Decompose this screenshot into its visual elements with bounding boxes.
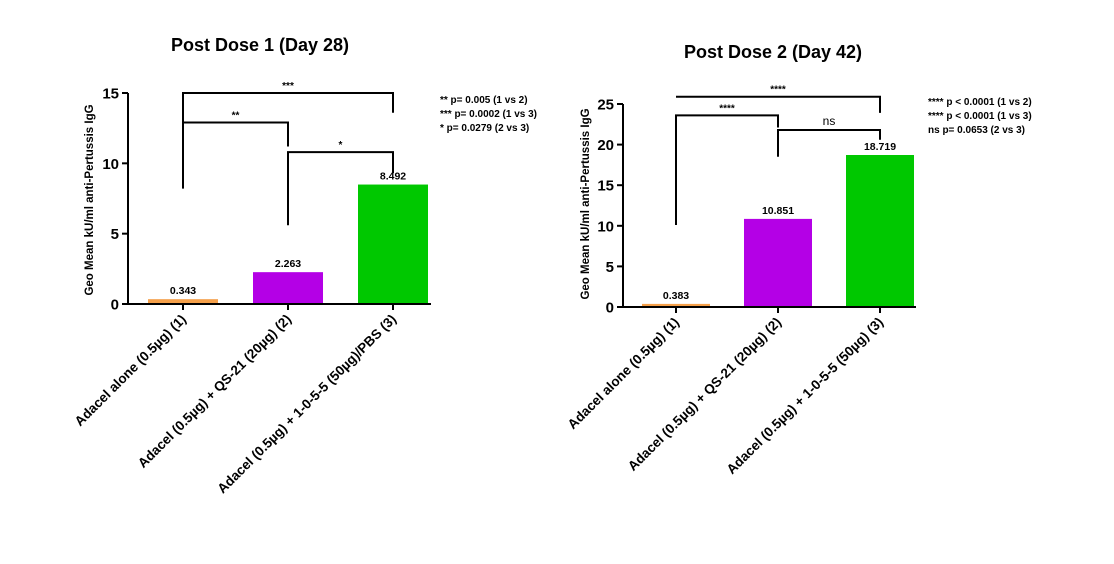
- chart-title: Post Dose 2 (Day 42): [684, 42, 862, 62]
- significance-label: **: [232, 111, 240, 122]
- significance-bracket: [777, 128, 881, 157]
- stat-note: *** p= 0.0002 (1 vs 3): [440, 109, 537, 120]
- y-tick-label: 0: [111, 297, 119, 314]
- significance-bracket: [287, 151, 394, 226]
- stat-note: **** p < 0.0001 (1 vs 3): [928, 111, 1032, 122]
- chart-title: Post Dose 1 (Day 28): [171, 35, 349, 55]
- x-tick-label: Adacel alone (0.5µg) (1): [72, 312, 189, 429]
- y-tick-label: 0: [606, 300, 614, 317]
- y-axis-label: Geo Mean kU/ml anti-Pertussis IgG: [84, 104, 96, 295]
- data-label: 8.492: [380, 171, 406, 183]
- significance-bracket: [183, 121, 289, 147]
- chart-post-dose-1: Post Dose 1 (Day 28) Geo Mean kU/ml anti…: [72, 35, 537, 496]
- bar: [148, 299, 218, 304]
- y-tick-label: 25: [597, 97, 614, 114]
- data-label: 18.719: [864, 141, 896, 153]
- bar: [846, 155, 914, 307]
- y-tick-label: 20: [597, 137, 614, 154]
- bar: [642, 303, 710, 307]
- significance-bracket: [675, 114, 779, 225]
- stat-note: ns p= 0.0653 (2 vs 3): [928, 125, 1025, 136]
- significance-label: ns: [823, 114, 836, 128]
- chart-post-dose-2: Post Dose 2 (Day 42) Geo Mean kU/ml anti…: [565, 42, 1032, 477]
- data-label: 0.383: [663, 290, 689, 302]
- y-tick-label: 15: [597, 178, 614, 195]
- y-tick-label: 10: [597, 218, 614, 235]
- y-tick-label: 10: [102, 156, 119, 173]
- significance-bracket: [182, 92, 394, 189]
- significance-label: *: [339, 140, 343, 151]
- data-label: 0.343: [170, 285, 196, 297]
- bar: [744, 218, 812, 307]
- significance-label: ***: [282, 81, 294, 92]
- y-tick-label: 15: [102, 86, 119, 103]
- y-tick-label: 5: [111, 226, 119, 243]
- y-tick-label: 5: [606, 259, 614, 276]
- significance-bracket: [676, 95, 881, 113]
- stat-note: ** p= 0.005 (1 vs 2): [440, 95, 528, 106]
- stat-note: * p= 0.0279 (2 vs 3): [440, 123, 529, 134]
- stat-note: **** p < 0.0001 (1 vs 2): [928, 97, 1032, 108]
- bar: [253, 272, 323, 304]
- y-axis-label: Geo Mean kU/ml anti-Pertussis IgG: [580, 108, 592, 299]
- data-label: 2.263: [275, 258, 301, 270]
- bar: [358, 184, 428, 304]
- x-tick-label: Adacel (0.5µg) + 1-0-5-5 (50µg)/PBS (3): [214, 312, 399, 497]
- significance-label: ****: [770, 85, 786, 96]
- data-label: 10.851: [762, 205, 794, 217]
- significance-label: ****: [719, 103, 735, 114]
- x-tick-label: Adacel alone (0.5µg) (1): [565, 315, 682, 432]
